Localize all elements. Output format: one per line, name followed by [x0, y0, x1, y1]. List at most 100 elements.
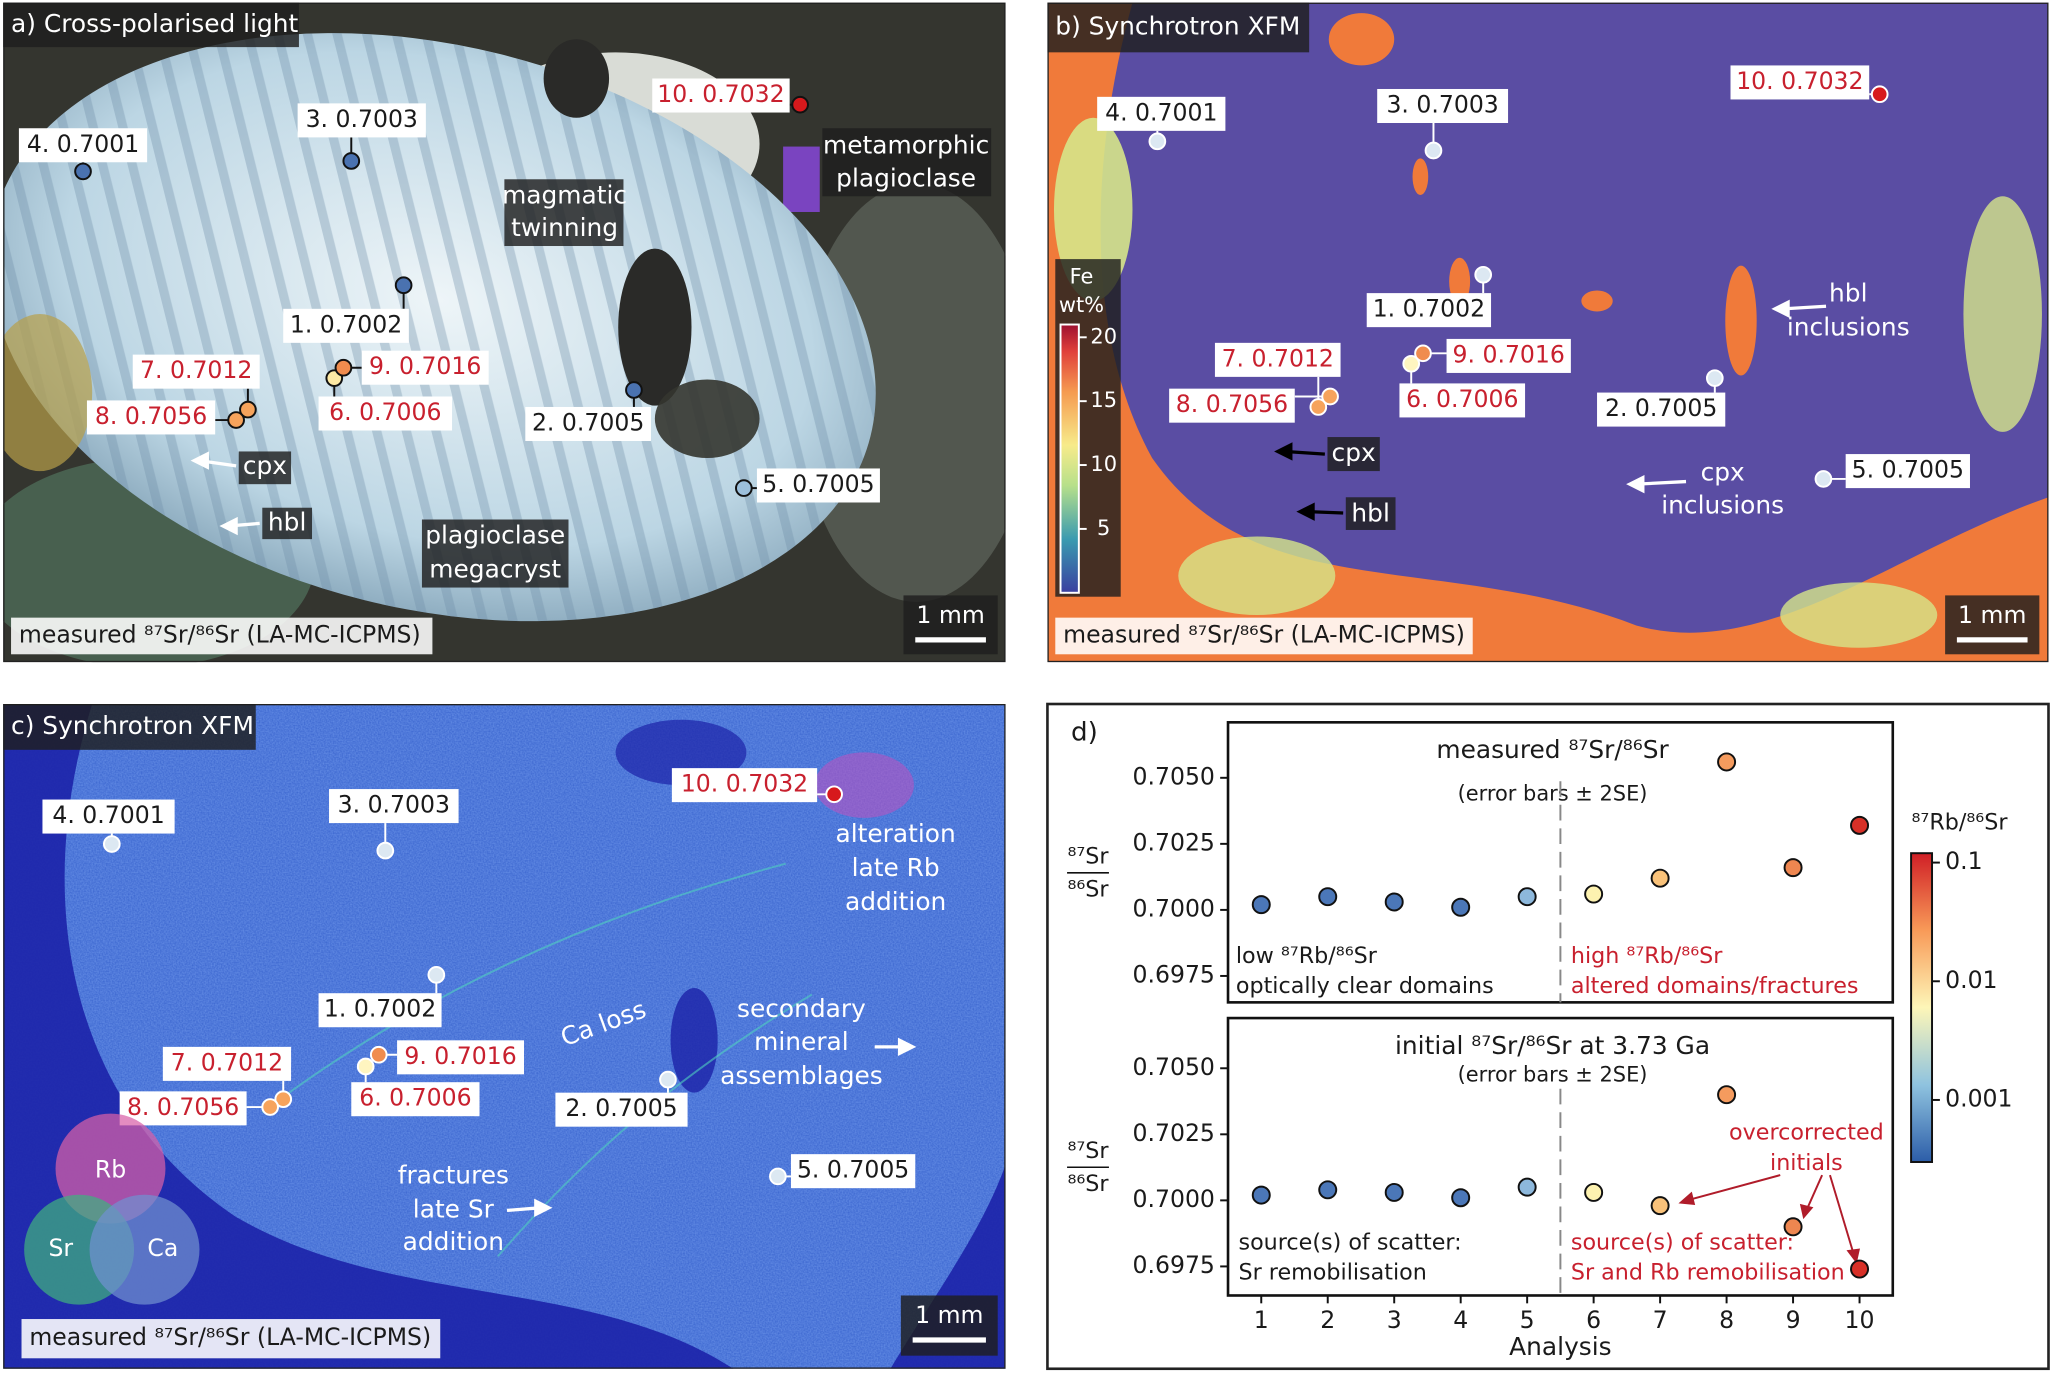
annotation-arrows-dark — [1274, 442, 1344, 521]
x-axis-label: Analysis — [1509, 1332, 1611, 1361]
y-tick-label: 0.7000 — [1133, 1185, 1215, 1213]
annotation-arrows — [190, 299, 1827, 1218]
data-point — [1650, 868, 1670, 888]
point-label: 7. 0.7012 — [140, 356, 252, 384]
label-box — [361, 350, 489, 385]
point-label: 9. 0.7016 — [369, 352, 481, 380]
label-box — [329, 789, 459, 824]
label-box — [525, 406, 651, 441]
chart-subtitle: (error bars ± 2SE) — [1458, 1063, 1648, 1087]
label-box — [132, 354, 260, 389]
sample-spot — [625, 381, 643, 399]
chart-title: initial ⁸⁷Sr/⁸⁶Sr at 3.73 Ga — [1395, 1031, 1710, 1060]
data-point — [1783, 858, 1803, 878]
annotation: inclusions — [1661, 490, 1784, 519]
x-tick-label: 4 — [1453, 1306, 1468, 1334]
panel-title: c) Synchrotron XFM — [11, 711, 254, 740]
point-label: 2. 0.7005 — [565, 1094, 677, 1122]
annotation: cpx — [1701, 458, 1745, 487]
sample-spot — [659, 1070, 677, 1089]
data-point — [1384, 1182, 1404, 1202]
sample-spot — [427, 966, 446, 984]
annotation-box — [262, 507, 313, 540]
sample-spot — [239, 400, 257, 419]
label-box — [790, 1154, 916, 1189]
sample-spot — [1705, 369, 1724, 388]
colorbar — [1910, 852, 1934, 1163]
sample-spot — [1474, 265, 1493, 284]
scale-box — [1945, 595, 2040, 655]
point-label: 4. 0.7001 — [27, 130, 139, 158]
sample-spot — [1309, 398, 1328, 416]
label-box — [318, 396, 453, 431]
note-box — [1055, 617, 1473, 655]
sample-spot — [1814, 470, 1833, 488]
title-box — [3, 704, 256, 750]
label-box — [297, 103, 426, 138]
sample-spot — [1414, 344, 1432, 363]
data-point — [1318, 887, 1338, 907]
sample-spot — [735, 479, 753, 497]
y-label-numerator: ⁸⁷Sr — [1067, 844, 1109, 870]
label-box — [351, 1082, 480, 1117]
y-label-numerator: ⁸⁷Sr — [1067, 1138, 1109, 1164]
data-point — [1517, 1177, 1537, 1197]
data-point — [1451, 897, 1471, 917]
label-box — [318, 993, 442, 1028]
scale-label: 1 mm — [916, 601, 984, 629]
sample-spot — [274, 1090, 293, 1109]
label-box — [1730, 65, 1870, 100]
data-point — [1451, 1188, 1471, 1208]
panel-a-image — [3, 2, 1006, 663]
chart-title: measured ⁸⁷Sr/⁸⁶Sr — [1436, 735, 1669, 764]
x-tick-label: 9 — [1786, 1306, 1801, 1334]
y-label-denominator: ⁸⁶Sr — [1067, 1171, 1109, 1197]
annotation: late Rb — [852, 853, 940, 882]
sample-spot — [1402, 354, 1421, 373]
sample-spot — [74, 162, 92, 181]
point-label: 2. 0.7005 — [532, 408, 644, 436]
annotation: inclusions — [1787, 312, 1910, 341]
data-point — [1384, 892, 1404, 912]
label-box — [42, 799, 175, 834]
y-tick-label: 0.7050 — [1133, 1053, 1215, 1081]
label-box — [652, 78, 790, 113]
x-tick-label: 7 — [1653, 1306, 1668, 1334]
annotation: cpx — [1332, 438, 1376, 467]
colorbar-tick-label: 20 — [1090, 324, 1117, 348]
y-tick-label: 0.7000 — [1133, 894, 1215, 922]
sample-spot — [227, 411, 245, 429]
sample-spot — [102, 835, 121, 853]
sample-spot — [394, 276, 413, 295]
panel-title: a) Cross-polarised light — [11, 9, 298, 38]
point-label: 6. 0.7006 — [359, 1084, 471, 1112]
title-box — [3, 2, 299, 48]
label-box — [283, 308, 409, 343]
colorbar-tick-label: 5 — [1097, 516, 1110, 540]
annotation: twinning — [511, 213, 618, 242]
x-tick-label: 6 — [1586, 1306, 1601, 1334]
y-tick-label: 0.7050 — [1133, 762, 1215, 790]
sample-spot — [791, 95, 809, 114]
point-label: 4. 0.7001 — [52, 801, 164, 829]
data-point — [1850, 1259, 1870, 1279]
note-box — [11, 617, 433, 655]
point-label: 8. 0.7056 — [95, 402, 207, 430]
plot-area — [1226, 1016, 1895, 1297]
point-label: 6. 0.7006 — [329, 398, 441, 426]
point-label: 1. 0.7002 — [290, 310, 402, 338]
note: measured ⁸⁷Sr/⁸⁶Sr (LA-MC-ICPMS) — [1063, 620, 1465, 648]
colorbar-label: wt% — [1059, 293, 1104, 317]
venn-circle — [89, 1194, 200, 1305]
annotation-box — [822, 128, 992, 197]
data-point — [1584, 884, 1604, 904]
y-tick-label: 0.6975 — [1133, 960, 1215, 988]
sample-spot — [1870, 85, 1889, 104]
annotation: Sr and Rb remobilisation — [1571, 1260, 1845, 1286]
point-label: 1. 0.7002 — [1373, 295, 1485, 323]
x-tick-label: 8 — [1719, 1306, 1734, 1334]
point-label: 3. 0.7003 — [338, 791, 450, 819]
sample-spot — [261, 1098, 279, 1116]
point-label: 7. 0.7012 — [1222, 344, 1334, 372]
